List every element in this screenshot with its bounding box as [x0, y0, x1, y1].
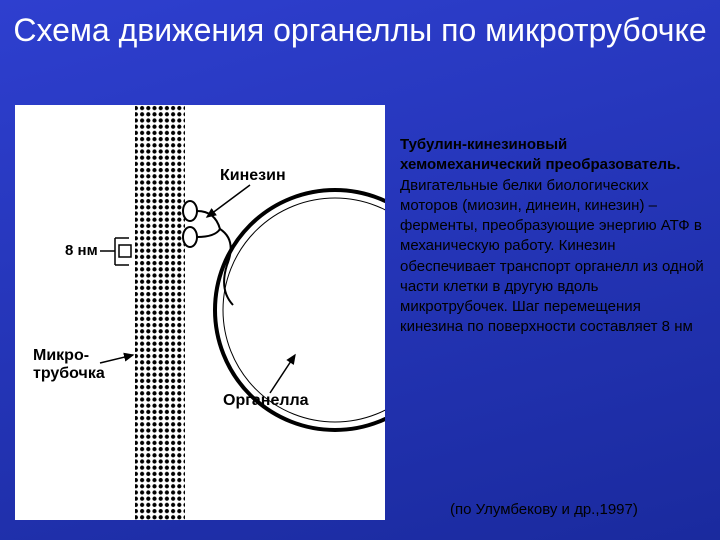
label-microtubule-2: трубочка	[33, 365, 105, 382]
slide-title: Схема движения органеллы по микротрубочк…	[0, 12, 720, 49]
pointer-organelle	[270, 355, 295, 393]
step-box-icon	[119, 245, 131, 257]
label-step: 8 нм	[65, 242, 98, 259]
body-rest: Двигательные белки биологических моторов…	[400, 177, 704, 336]
label-organelle: Органелла	[223, 392, 309, 409]
label-microtubule-1: Микро-	[33, 347, 89, 364]
body-bold: Тубулин-кинезиновый хемомеханический пре…	[400, 136, 680, 173]
diagram-svg: Кинезин Органелла 8 нм Микро- трубочка	[15, 105, 385, 520]
organelle-inner	[223, 198, 385, 422]
pointer-kinesin	[207, 185, 250, 217]
citation: (по Улумбекову и др.,1997)	[450, 501, 638, 518]
kinesin-leg-1	[197, 211, 220, 229]
slide-root: Схема движения органеллы по микротрубочк…	[0, 0, 720, 540]
kinesin-foot-2	[183, 227, 197, 247]
kinesin-foot-1	[183, 201, 197, 221]
kinesin-leg-2	[197, 229, 220, 237]
body-text: Тубулин-кинезиновый хемомеханический пре…	[400, 135, 705, 338]
step-bracket	[100, 238, 131, 265]
diagram-container: Кинезин Органелла 8 нм Микро- трубочка	[15, 105, 385, 520]
pointer-microtubule	[100, 355, 133, 363]
label-kinesin: Кинезин	[220, 167, 286, 184]
microtubule	[135, 105, 185, 520]
